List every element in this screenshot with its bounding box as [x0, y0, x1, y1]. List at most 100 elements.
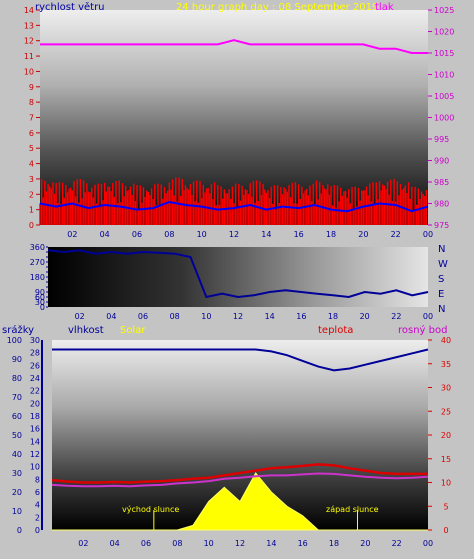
right-tick-label: 990: [434, 157, 449, 166]
x-tick-label: 02: [67, 230, 77, 239]
temperature-line: [51, 463, 428, 484]
left-tick-label: 11: [24, 52, 34, 61]
dir-tick-label: 0: [40, 303, 45, 312]
x-tick-label: 20: [360, 539, 370, 548]
rain-label: srážky: [2, 324, 34, 336]
temp-tick-label: 35: [441, 360, 451, 369]
right-tick-label: 1005: [434, 92, 454, 101]
x-tick-label: 10: [201, 312, 211, 321]
humidity-tick-label: 20: [12, 488, 22, 497]
temp-tick-label: 30: [441, 384, 451, 393]
humidity-tick-label: 0: [17, 526, 22, 535]
humidity-tick-label: 50: [12, 431, 22, 440]
left-tick-label: 6: [29, 129, 34, 138]
humidity-line: [52, 348, 429, 372]
rain-tick-label: 4: [35, 501, 40, 510]
x-tick-label: 10: [204, 539, 214, 548]
temp-tick-label: 0: [443, 526, 448, 535]
sunrise-label: východ slunce: [122, 505, 179, 514]
rain-tick-label: 0: [35, 526, 40, 535]
x-tick-label: 00: [423, 230, 433, 239]
solar-area: [52, 472, 428, 531]
left-tick-label: 2: [29, 190, 34, 199]
rain-tick-label: 28: [30, 349, 40, 358]
x-tick-label: 02: [75, 312, 85, 321]
rain-tick-label: 18: [30, 412, 40, 421]
rain-tick-label: 12: [30, 450, 40, 459]
dir-tick-label: 90: [35, 288, 45, 297]
x-tick-label: 18: [326, 230, 336, 239]
wind-direction-line: [47, 249, 429, 299]
dir-tick-label: 270: [30, 258, 45, 267]
temp-tick-label: 5: [443, 502, 448, 511]
x-tick-label: 14: [261, 230, 271, 239]
x-tick-label: 04: [106, 312, 116, 321]
left-tick-label: 3: [29, 175, 34, 184]
right-tick-label: 1025: [434, 6, 454, 15]
rain-tick-label: 20: [30, 399, 40, 408]
dewpoint-label: rosný bod: [398, 324, 447, 336]
pressure-title: tlak: [375, 2, 394, 13]
left-tick-label: 9: [29, 83, 34, 92]
x-tick-label: 02: [78, 539, 88, 548]
right-tick-label: 1015: [434, 49, 454, 58]
left-tick-label: 12: [24, 37, 34, 46]
right-tick-label: 980: [434, 200, 449, 209]
rain-tick-label: 8: [35, 475, 40, 484]
x-tick-label: 14: [265, 312, 275, 321]
humidity-tick-label: 40: [12, 450, 22, 459]
humidity-tick-label: 80: [12, 374, 22, 383]
x-tick-label: 18: [328, 312, 338, 321]
left-tick-label: 0: [29, 221, 34, 230]
compass-s: S: [438, 274, 444, 285]
x-tick-label: 18: [329, 539, 339, 548]
rain-tick-label: 2: [35, 513, 40, 522]
x-tick-label: 10: [197, 230, 207, 239]
x-tick-label: 00: [423, 312, 433, 321]
left-tick-label: 1: [29, 206, 34, 215]
right-tick-label: 1000: [434, 114, 454, 123]
humidity-tick-label: 10: [12, 507, 22, 516]
dir-tick-label: 180: [30, 273, 45, 282]
right-tick-label: 1010: [434, 71, 454, 80]
rain-tick-label: 22: [30, 387, 40, 396]
x-tick-label: 12: [229, 230, 239, 239]
right-tick-label: 1020: [434, 28, 454, 37]
rain-tick-label: 24: [30, 374, 40, 383]
temp-tick-label: 10: [441, 479, 451, 488]
right-tick-label: 985: [434, 178, 449, 187]
dir-tick-label: 30: [35, 298, 45, 307]
right-tick-label: 995: [434, 135, 449, 144]
humidity-tick-label: 100: [7, 336, 22, 345]
wind-pressure-layer: 0123456789101112131497598098599099510001…: [24, 6, 455, 239]
rain-tick-label: 30: [30, 336, 40, 345]
humidity-tick-label: 90: [12, 355, 22, 364]
left-tick-label: 8: [29, 98, 34, 107]
compass-w: W: [438, 259, 448, 270]
x-tick-label: 20: [358, 230, 368, 239]
temp-tick-label: 15: [441, 455, 451, 464]
dewpoint-line: [51, 472, 429, 488]
rain-tick-label: 26: [30, 361, 40, 370]
x-tick-label: 12: [233, 312, 243, 321]
left-tick-label: 10: [24, 67, 34, 76]
compass-n-top: N: [438, 244, 445, 255]
x-tick-label: 16: [294, 230, 304, 239]
x-tick-label: 22: [391, 230, 401, 239]
wind-speed-title: rychlost větru: [35, 1, 105, 13]
compass-e: E: [438, 289, 444, 300]
x-tick-label: 12: [235, 539, 245, 548]
sunset-label: západ slunce: [326, 505, 379, 514]
x-tick-label: 16: [296, 312, 306, 321]
compass-n-bottom: N: [438, 304, 445, 315]
x-tick-label: 22: [392, 539, 402, 548]
temp-tick-label: 40: [441, 336, 451, 345]
x-tick-label: 20: [360, 312, 370, 321]
graph-date-title: 24 hour graph day : 08 September 2019: [176, 2, 378, 13]
rain-tick-label: 6: [35, 488, 40, 497]
wind-speed-line: [39, 200, 429, 213]
rain-tick-label: 14: [30, 437, 40, 446]
weather-layer: 0246810121416182022242628300102030405060…: [7, 336, 451, 548]
left-tick-label: 14: [24, 6, 34, 15]
